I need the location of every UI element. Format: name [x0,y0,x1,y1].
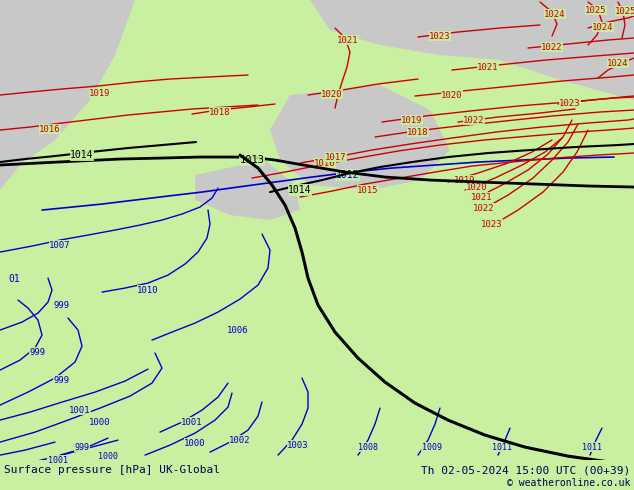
Text: 999: 999 [30,347,46,357]
Text: 1014: 1014 [70,150,94,160]
Text: 1016: 1016 [314,159,336,168]
Text: 1018: 1018 [209,107,231,117]
Text: 1001: 1001 [48,456,68,465]
Polygon shape [0,0,135,190]
Text: Surface pressure [hPa] UK-Global: Surface pressure [hPa] UK-Global [4,465,220,475]
Text: 1001: 1001 [181,417,203,427]
Text: 1012: 1012 [336,170,359,180]
Text: 1019: 1019 [454,175,476,185]
Text: 1023: 1023 [481,220,503,228]
Text: 999: 999 [75,442,89,452]
Text: 1007: 1007 [49,241,71,249]
Text: 1006: 1006 [227,325,249,335]
Polygon shape [195,160,300,220]
Text: 1019: 1019 [89,89,111,98]
Text: 1017: 1017 [325,152,347,162]
Text: 1021: 1021 [471,193,493,201]
Polygon shape [310,0,634,100]
Text: 1001: 1001 [69,406,91,415]
Text: 1019: 1019 [401,116,423,124]
Text: 1020: 1020 [321,90,343,98]
Text: 1020: 1020 [441,91,463,99]
Text: 1024: 1024 [544,9,566,19]
Text: 1013: 1013 [240,155,264,165]
Text: 1020: 1020 [466,183,488,192]
Text: 1022: 1022 [463,116,485,124]
Text: 1002: 1002 [230,436,251,444]
Text: 1018: 1018 [407,127,429,137]
Text: 1025: 1025 [615,6,634,16]
Text: 1000: 1000 [184,439,206,447]
Text: 1023: 1023 [429,31,451,41]
Text: 1015: 1015 [357,186,378,195]
Text: 1024: 1024 [592,23,614,31]
Polygon shape [270,85,450,190]
Text: 01: 01 [8,274,20,284]
Text: 999: 999 [54,376,70,385]
Text: © weatheronline.co.uk: © weatheronline.co.uk [507,478,630,488]
Text: 1014: 1014 [288,185,312,195]
Text: Th 02-05-2024 15:00 UTC (00+39): Th 02-05-2024 15:00 UTC (00+39) [421,465,630,475]
Text: 1022: 1022 [473,203,495,213]
Text: 1024: 1024 [607,58,629,68]
Text: 1009: 1009 [422,442,442,452]
Text: 1021: 1021 [337,35,359,45]
Text: 1010: 1010 [137,286,158,294]
Text: 1000: 1000 [98,452,118,461]
Text: 1011: 1011 [582,442,602,452]
Text: 1025: 1025 [585,5,607,15]
Text: 1000: 1000 [89,417,111,427]
Text: 1008: 1008 [358,442,378,452]
Text: 1003: 1003 [287,441,309,450]
Text: 1021: 1021 [477,63,499,72]
Text: 1022: 1022 [541,43,563,51]
Text: 1016: 1016 [39,124,61,134]
Text: 1011: 1011 [492,442,512,452]
Text: 999: 999 [54,300,70,310]
Text: 1023: 1023 [559,98,581,107]
